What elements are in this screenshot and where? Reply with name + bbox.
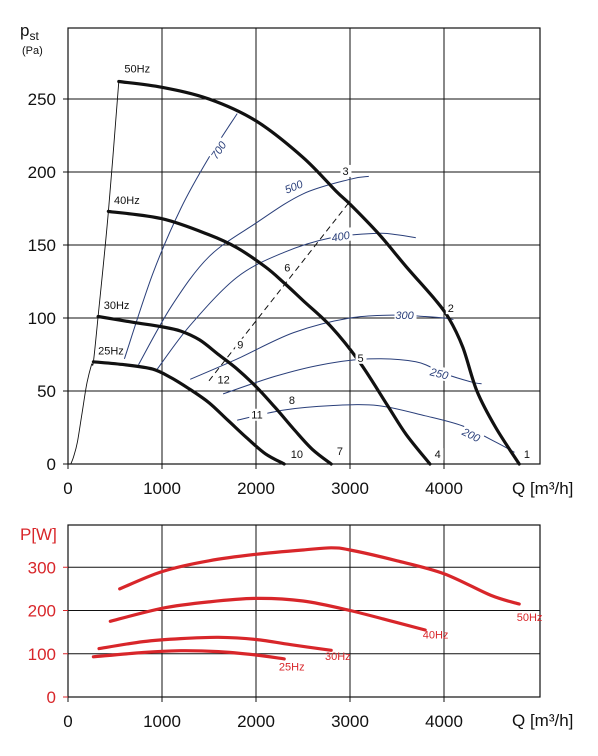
point-label-bg xyxy=(282,261,294,274)
pressure-y-tick-label: 250 xyxy=(28,90,56,109)
operating-point-label: 10 xyxy=(291,449,303,461)
power-axis-title: P[W] xyxy=(20,525,57,544)
pressure-chart-frame xyxy=(67,27,541,465)
power-curve-30Hz xyxy=(97,635,333,652)
efficiency-curve-500 xyxy=(138,175,369,365)
efficiency-label-bg xyxy=(281,175,307,196)
pressure-x-tick-label: 3000 xyxy=(331,479,369,498)
power-x-tick-label: 3000 xyxy=(331,712,369,731)
power-series-label: 40Hz xyxy=(423,629,449,641)
pressure-curve-50Hz xyxy=(117,79,521,466)
operating-point-label: 9 xyxy=(237,340,243,352)
point-label-bg xyxy=(235,338,247,351)
operating-point-label: 4 xyxy=(435,449,441,461)
start-boundary-line xyxy=(70,81,120,465)
power-y-tick-label: 300 xyxy=(28,558,56,577)
power-series-label: 30Hz xyxy=(325,651,351,663)
operating-point-label: 5 xyxy=(358,353,364,365)
operating-point-label: 8 xyxy=(289,395,295,407)
operating-point-label: 12 xyxy=(217,375,229,387)
pressure-y-tick-label: 200 xyxy=(28,163,56,182)
power-x-tick-label: 2000 xyxy=(237,712,275,731)
point-label-bg xyxy=(521,448,533,461)
operating-point-label: 2 xyxy=(448,303,454,315)
point-label-bg xyxy=(215,373,234,386)
power-y-tick-label: 100 xyxy=(28,645,56,664)
power-x-tick-label: 0 xyxy=(63,712,72,731)
frequency-label: 40Hz xyxy=(114,195,140,207)
efficiency-curve-400 xyxy=(156,232,416,370)
point-label-bg xyxy=(340,164,352,177)
power-x-tick-label: 1000 xyxy=(143,712,181,731)
power-y-tick-label: 0 xyxy=(47,688,56,707)
pressure-axis-title: pst xyxy=(20,21,39,43)
operating-point-label: 1 xyxy=(524,449,530,461)
efficiency-label-bg xyxy=(459,424,486,446)
efficiency-curve-300 xyxy=(190,314,454,380)
flow-axis-title-bottom: Q [m³/h] xyxy=(512,711,573,730)
pressure-y-tick-label: 50 xyxy=(37,382,56,401)
pressure-x-tick-label: 0 xyxy=(63,479,72,498)
power-curve-40Hz xyxy=(108,596,427,632)
frequency-label: 25Hz xyxy=(98,346,124,358)
pressure-x-tick-label: 4000 xyxy=(425,479,463,498)
operating-point-label: 6 xyxy=(284,262,290,274)
pressure-x-tick-label: 1000 xyxy=(143,479,181,498)
frequency-label: 50Hz xyxy=(124,64,150,76)
efficiency-curve-250 xyxy=(222,358,482,395)
pressure-axis-unit: (Pa) xyxy=(22,45,43,57)
power-curve-50Hz xyxy=(118,546,521,606)
pressure-y-tick-label: 100 xyxy=(28,309,56,328)
pressure-curve-40Hz xyxy=(106,209,432,466)
point-label-bg xyxy=(286,394,298,407)
point-label-bg xyxy=(445,302,457,315)
efficiency-label: 400 xyxy=(331,230,352,245)
point-label-bg xyxy=(334,445,346,458)
flow-axis-title-top: Q [m³/h] xyxy=(512,479,573,498)
power-series-label: 50Hz xyxy=(517,612,543,624)
efficiency-label: 300 xyxy=(395,310,414,322)
point-label-bg xyxy=(432,448,444,461)
pressure-x-tick-label: 2000 xyxy=(237,479,275,498)
efficiency-label: 250 xyxy=(428,366,451,383)
efficiency-label-bg xyxy=(428,364,453,383)
point-label-bg xyxy=(288,448,307,461)
dashed-operating-line xyxy=(208,200,351,382)
pressure-curve-25Hz xyxy=(91,360,286,466)
power-chart-curves xyxy=(91,546,521,661)
efficiency-label-bg xyxy=(329,227,354,244)
operating-point-label: 7 xyxy=(337,446,343,458)
power-series-label: 25Hz xyxy=(279,662,305,674)
operating-point-label: 3 xyxy=(342,166,348,178)
efficiency-curve-200 xyxy=(237,404,515,453)
power-curve-25Hz xyxy=(91,649,286,661)
power-x-tick-label: 4000 xyxy=(425,712,463,731)
point-label-bg xyxy=(355,351,367,364)
pressure-y-tick-label: 0 xyxy=(47,455,56,474)
power-y-tick-label: 200 xyxy=(28,602,56,621)
pressure-curve-30Hz xyxy=(96,314,333,466)
frequency-label: 30Hz xyxy=(104,300,130,312)
pressure-chart-labels: 70050040030025020050Hz40Hz30Hz25Hz123456… xyxy=(98,64,533,461)
pressure-chart-grid: 0 1000 2000 3000 4000 0 50 100 150 200 250 xyxy=(28,27,541,498)
point-label-bg xyxy=(249,408,268,421)
efficiency-label-bg xyxy=(394,308,417,322)
power-chart-grid: 0 1000 2000 3000 4000 0 100 200 300 xyxy=(28,524,541,731)
operating-point-label: 11 xyxy=(251,410,262,422)
pressure-y-tick-label: 150 xyxy=(28,236,56,255)
efficiency-label-bg xyxy=(207,136,231,162)
power-chart-labels: 50Hz 40Hz 30Hz 25Hz xyxy=(279,612,543,674)
